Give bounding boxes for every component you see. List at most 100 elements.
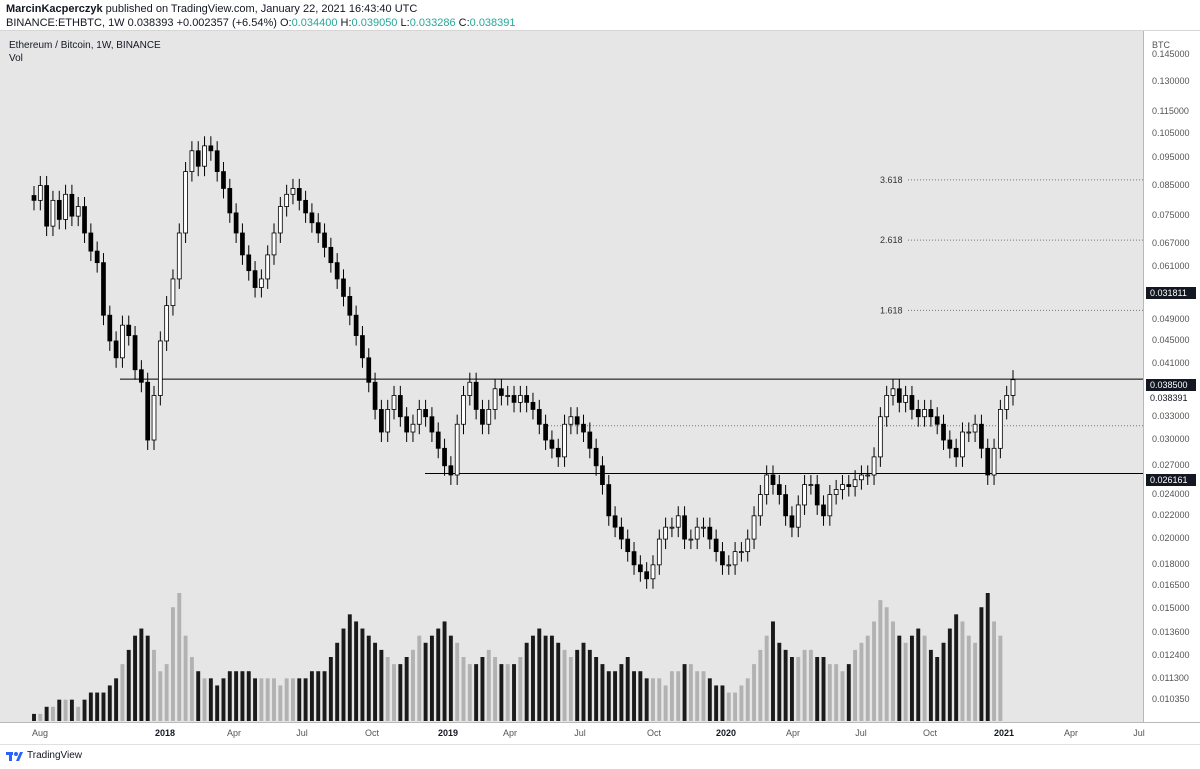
candle[interactable] [303, 190, 308, 223]
candle[interactable] [252, 261, 258, 298]
candle[interactable] [928, 399, 934, 427]
candle[interactable] [915, 399, 921, 427]
candle[interactable] [865, 465, 871, 485]
candle[interactable] [486, 399, 492, 435]
candle[interactable] [682, 506, 687, 550]
candle[interactable] [833, 479, 839, 505]
candle[interactable] [347, 286, 353, 326]
candle[interactable] [265, 245, 271, 289]
candle[interactable] [555, 438, 561, 467]
candle[interactable] [410, 414, 416, 442]
candle[interactable] [511, 385, 517, 413]
candle[interactable] [397, 385, 403, 427]
time-axis[interactable]: Aug 2018 Apr Jul Oct 2019 Apr Jul Oct 2020 Apr Jul O… [0, 722, 1200, 745]
candle[interactable] [309, 203, 315, 233]
candle[interactable] [795, 495, 801, 538]
candle[interactable] [284, 184, 290, 217]
candle[interactable] [713, 529, 719, 562]
candle[interactable] [998, 399, 1003, 459]
candle[interactable] [720, 542, 725, 575]
candle[interactable] [221, 162, 226, 199]
candle[interactable] [852, 470, 858, 497]
candle[interactable] [764, 465, 770, 505]
candle[interactable] [739, 542, 744, 562]
candle[interactable] [328, 237, 334, 273]
candle[interactable] [461, 385, 466, 435]
candle[interactable] [69, 184, 75, 227]
candle[interactable] [536, 399, 542, 435]
candle[interactable] [139, 360, 144, 393]
candle[interactable] [322, 223, 327, 258]
candle[interactable] [656, 529, 662, 575]
author-name[interactable]: MarcinKacperczyk [6, 3, 103, 15]
candle[interactable] [606, 474, 612, 526]
candle[interactable] [315, 213, 321, 243]
candle[interactable] [669, 517, 675, 538]
candle[interactable] [37, 175, 43, 211]
candle[interactable] [227, 178, 233, 223]
candle[interactable] [770, 465, 776, 495]
candle[interactable] [1010, 370, 1016, 406]
candle[interactable] [707, 517, 713, 550]
candle[interactable] [890, 379, 896, 406]
candle[interactable] [757, 484, 763, 526]
candle[interactable] [353, 305, 359, 346]
candle[interactable] [132, 325, 138, 380]
candle[interactable] [379, 399, 384, 442]
candle[interactable] [202, 136, 207, 177]
candle[interactable] [814, 474, 820, 515]
candle[interactable] [233, 203, 239, 243]
candle[interactable] [176, 223, 182, 289]
candle[interactable] [612, 506, 618, 538]
candle[interactable] [170, 269, 176, 316]
candle[interactable] [745, 529, 751, 562]
chart-canvas[interactable]: 3.618 2.618 1.618 [0, 31, 1143, 722]
candle[interactable] [966, 422, 972, 442]
candle[interactable] [941, 414, 946, 451]
candle[interactable] [107, 305, 113, 351]
candle[interactable] [189, 141, 195, 182]
candle[interactable] [435, 422, 441, 459]
candle[interactable] [290, 178, 296, 205]
candle[interactable] [145, 372, 151, 451]
candle[interactable] [808, 474, 814, 495]
candle[interactable] [416, 399, 422, 435]
candle[interactable] [789, 506, 795, 538]
candle[interactable] [581, 414, 586, 442]
candle[interactable] [404, 407, 410, 442]
candle[interactable] [587, 422, 593, 459]
candle[interactable] [600, 456, 605, 495]
price-axis[interactable]: BTC 0.145000 0.130000 0.115000 0.105000 0.09… [1143, 31, 1200, 722]
candle[interactable] [151, 385, 157, 451]
candle[interactable] [878, 407, 883, 467]
candle[interactable] [334, 253, 340, 289]
candle[interactable] [543, 414, 548, 451]
candle[interactable] [50, 190, 56, 237]
candle[interactable] [701, 517, 706, 538]
candle[interactable] [517, 385, 523, 413]
candle[interactable] [972, 414, 978, 442]
candle[interactable] [31, 185, 37, 211]
candle[interactable] [423, 399, 428, 427]
candle[interactable] [44, 175, 49, 237]
candle[interactable] [499, 379, 504, 406]
candle[interactable] [492, 379, 498, 420]
candle[interactable] [63, 184, 68, 230]
candle[interactable] [240, 223, 245, 265]
candle[interactable] [366, 348, 372, 393]
candle[interactable] [157, 331, 163, 406]
candle[interactable] [675, 506, 681, 538]
candle[interactable] [391, 385, 397, 420]
candle[interactable] [113, 331, 119, 368]
candle[interactable] [859, 465, 864, 490]
candle[interactable] [82, 196, 87, 243]
candle[interactable] [56, 190, 62, 230]
candle[interactable] [650, 555, 656, 589]
candle[interactable] [985, 438, 991, 485]
candle[interactable] [871, 447, 877, 485]
candle[interactable] [524, 385, 530, 413]
candle[interactable] [960, 422, 965, 467]
candle[interactable] [562, 414, 567, 467]
candle[interactable] [827, 484, 833, 526]
candle[interactable] [183, 162, 188, 243]
